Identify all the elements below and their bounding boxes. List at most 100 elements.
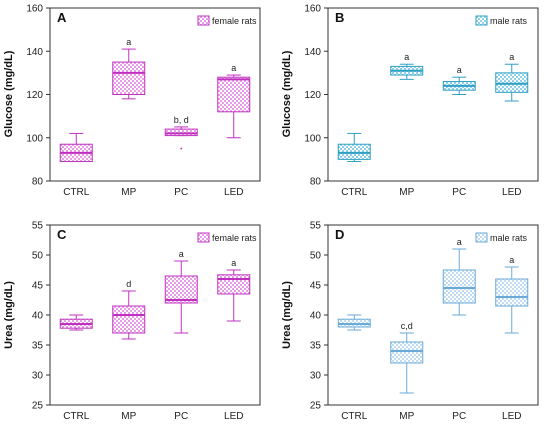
y-tick-label: 40 — [310, 311, 322, 322]
x-tick-label: LED — [502, 411, 521, 422]
y-axis-label: Glucose (mg/dL) — [3, 50, 15, 137]
box-pc: a PC — [442, 237, 476, 422]
panel-a: A 80 100 120 140 160 Glucose (mg/dL) female rat… — [3, 4, 261, 198]
box-mp: c,d MP — [390, 321, 424, 422]
box-pc: a PC — [442, 65, 476, 198]
panel-c: C 25 30 35 40 45 50 55 Urea (mg/dL) female rats CT… — [3, 221, 261, 422]
significance-label: a — [509, 255, 514, 265]
significance-label: a — [179, 249, 184, 259]
iqr-box — [442, 269, 476, 304]
y-tick-label: 25 — [310, 401, 322, 412]
box-mp: a MP — [112, 37, 146, 198]
box-ctrl: CTRL — [337, 132, 371, 198]
panel-label: B — [335, 10, 344, 25]
box-led: a LED — [495, 255, 529, 422]
x-tick-label: LED — [224, 187, 243, 198]
iqr-box — [217, 76, 251, 113]
significance-label: a — [231, 258, 236, 268]
y-axis-label: Urea (mg/dL) — [3, 281, 15, 349]
x-tick-label: PC — [452, 187, 466, 198]
significance-label: a — [404, 52, 409, 62]
x-tick-label: PC — [174, 411, 188, 422]
significance-label: a — [509, 52, 514, 62]
x-tick-label: PC — [452, 411, 466, 422]
y-tick-label: 120 — [304, 90, 321, 101]
panel-label: C — [57, 227, 67, 242]
significance-label: c,d — [401, 321, 413, 331]
y-tick-label: 55 — [310, 221, 322, 232]
panel-label: D — [335, 227, 344, 242]
legend-swatch — [197, 232, 210, 243]
significance-label: b, d — [174, 115, 189, 125]
box-ctrl: CTRL — [337, 314, 371, 422]
x-tick-label: CTRL — [63, 411, 90, 422]
y-tick-label: 25 — [32, 401, 44, 412]
x-tick-label: MP — [399, 411, 414, 422]
iqr-box — [495, 278, 529, 307]
legend-label: female rats — [212, 233, 257, 243]
significance-label: a — [457, 65, 462, 75]
panel-label: A — [57, 10, 67, 25]
y-tick-label: 30 — [32, 371, 44, 382]
iqr-box — [164, 128, 198, 137]
y-tick-label: 30 — [310, 371, 322, 382]
y-tick-label: 40 — [32, 311, 44, 322]
iqr-box — [390, 341, 424, 364]
x-tick-label: LED — [224, 411, 243, 422]
legend-swatch — [197, 15, 210, 26]
iqr-box — [217, 274, 251, 295]
x-tick-label: CTRL — [63, 187, 90, 198]
y-tick-label: 80 — [310, 177, 322, 188]
x-tick-label: PC — [174, 187, 188, 198]
y-tick-label: 45 — [310, 281, 322, 292]
y-tick-label: 160 — [304, 4, 321, 15]
box-led: a LED — [495, 52, 529, 198]
legend-label: female rats — [212, 16, 257, 26]
y-tick-label: 50 — [32, 251, 44, 262]
legend-label: male rats — [490, 16, 528, 26]
iqr-box — [164, 275, 198, 304]
y-tick-label: 120 — [26, 90, 43, 101]
x-tick-label: CTRL — [341, 187, 368, 198]
iqr-box — [495, 72, 529, 93]
box-pc: b, d PC — [164, 115, 198, 198]
y-tick-label: 140 — [304, 47, 321, 58]
x-tick-label: MP — [399, 187, 414, 198]
panel-b: B 80 100 120 140 160 Glucose (mg/dL) male rats C… — [281, 4, 539, 198]
outlier-point — [180, 147, 183, 150]
box-pc: a PC — [164, 249, 198, 422]
y-tick-label: 55 — [32, 221, 44, 232]
box-led: a LED — [217, 63, 251, 198]
panel-d: D 25 30 35 40 45 50 55 Urea (mg/dL) male rats CTRL… — [281, 221, 539, 422]
y-tick-label: 160 — [26, 4, 43, 15]
y-tick-label: 80 — [32, 177, 44, 188]
significance-label: a — [231, 63, 236, 73]
x-tick-label: MP — [121, 411, 136, 422]
y-axis-label: Urea (mg/dL) — [281, 281, 293, 349]
box-mp: a MP — [390, 52, 424, 198]
y-tick-label: 50 — [310, 251, 322, 262]
legend-label: male rats — [490, 233, 528, 243]
y-tick-label: 100 — [304, 133, 321, 144]
significance-label: a — [457, 237, 462, 247]
y-tick-label: 35 — [310, 341, 322, 352]
y-tick-label: 35 — [32, 341, 44, 352]
y-tick-label: 100 — [26, 133, 43, 144]
iqr-box — [112, 305, 146, 334]
significance-label: d — [126, 279, 131, 289]
x-tick-label: MP — [121, 187, 136, 198]
legend-swatch — [475, 15, 488, 26]
y-axis-label: Glucose (mg/dL) — [281, 50, 293, 137]
x-tick-label: LED — [502, 187, 521, 198]
box-led: a LED — [217, 258, 251, 422]
box-ctrl: CTRL — [59, 132, 93, 198]
iqr-box — [112, 61, 146, 95]
significance-label: a — [126, 37, 131, 47]
box-ctrl: CTRL — [59, 314, 93, 422]
box-mp: d MP — [112, 279, 146, 422]
legend-swatch — [475, 232, 488, 243]
y-tick-label: 140 — [26, 47, 43, 58]
iqr-box — [337, 143, 371, 160]
y-tick-label: 45 — [32, 281, 44, 292]
